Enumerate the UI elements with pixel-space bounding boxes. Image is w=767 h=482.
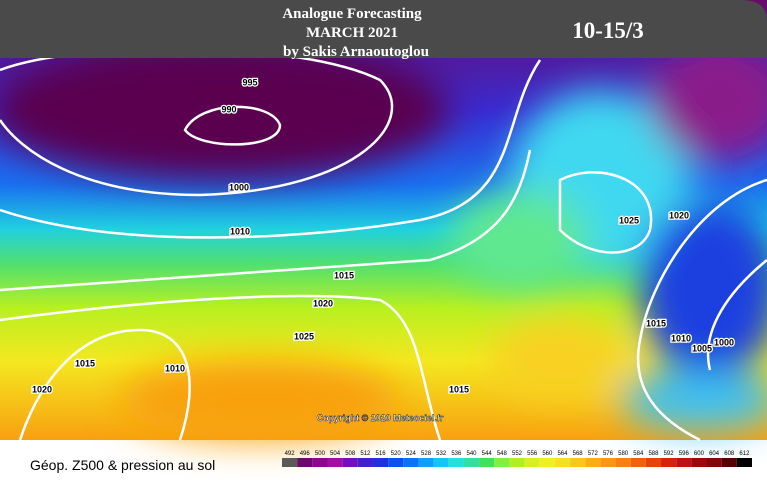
scale-label: 528	[421, 451, 432, 457]
isobar-label: 990	[221, 104, 236, 114]
scale-swatch	[418, 458, 434, 467]
scale-label: 608	[724, 451, 735, 457]
scale-label: 536	[451, 451, 462, 457]
scale-label: 584	[633, 451, 644, 457]
map: 995 990 1000 1010 1015 1020 1025 1015 1010 1020 10…	[0, 0, 767, 442]
scale-swatch	[524, 458, 540, 467]
isobar-label: 1025	[619, 215, 639, 225]
scale-swatch	[372, 458, 389, 467]
scale-swatch	[494, 458, 510, 467]
scale-swatch	[706, 458, 722, 467]
title-line: Analogue Forecasting	[282, 6, 422, 22]
scale-swatch	[297, 458, 313, 467]
scale-label: 548	[497, 451, 508, 457]
scale-swatch	[327, 458, 343, 467]
scale-label: 568	[573, 451, 584, 457]
scale-label: 532	[436, 451, 447, 457]
scale-label: 592	[664, 451, 675, 457]
scale-swatch	[312, 458, 328, 467]
isobar-label: 1025	[294, 331, 314, 341]
scale-label: 504	[330, 451, 341, 457]
scale-swatch	[661, 458, 677, 467]
scale-label: 524	[406, 451, 417, 457]
isobar-label: 1005	[692, 343, 712, 353]
title-line: MARCH 2021	[306, 25, 398, 41]
scale-swatch	[403, 458, 419, 467]
scale-label: 612	[739, 451, 750, 457]
isobar-label: 1010	[230, 226, 250, 236]
scale-swatch	[342, 458, 358, 467]
scale-label: 556	[527, 451, 538, 457]
scale-swatch	[509, 458, 525, 467]
isobar-label: 1010	[671, 333, 691, 343]
isobar-label: 1015	[449, 384, 469, 394]
isobar-label: 1020	[32, 384, 52, 394]
scale-label: 520	[391, 451, 402, 457]
scale-label: 492	[285, 451, 296, 457]
scale-swatch	[585, 458, 601, 467]
scale-label: 500	[315, 451, 326, 457]
isobar-label: 1020	[313, 298, 333, 308]
scale-label: 512	[360, 451, 371, 457]
scale-swatch	[448, 458, 464, 467]
scale-swatch	[676, 458, 692, 467]
title-line: by Sakis Arnaoutoglou	[283, 44, 429, 60]
isobar-label: 1000	[714, 337, 734, 347]
scale-label: 596	[679, 451, 690, 457]
scale-swatch	[630, 458, 646, 467]
period: 10-15/3	[572, 18, 644, 43]
scale-swatch	[539, 458, 555, 467]
scale-swatch	[388, 458, 404, 467]
scale-label: 496	[300, 451, 311, 457]
scale-swatch	[463, 458, 480, 467]
scale-swatch	[645, 458, 662, 467]
header-bar	[0, 0, 767, 58]
scale-swatch	[600, 458, 616, 467]
scale-swatch	[357, 458, 373, 467]
scale-swatch	[736, 458, 752, 467]
isobar-label: 1015	[646, 318, 666, 328]
scale-swatch	[433, 458, 449, 467]
scale-label: 572	[588, 451, 599, 457]
scale-label: 540	[467, 451, 478, 457]
scale-label: 580	[618, 451, 629, 457]
isobar-label: 1015	[75, 358, 95, 368]
legend-title: Géop. Z500 & pression au sol	[30, 457, 215, 473]
scale-label: 552	[512, 451, 523, 457]
scale-label: 560	[542, 451, 553, 457]
copyright: Copyright © 2020 Meteociel.fr	[317, 413, 444, 423]
isobar-label: 1020	[669, 210, 689, 220]
scale-swatch	[570, 458, 586, 467]
isobar-label: 995	[242, 77, 257, 87]
scale-label: 508	[345, 451, 356, 457]
scale-swatch	[721, 458, 737, 467]
scale-swatch	[554, 458, 571, 467]
scale-label: 588	[648, 451, 659, 457]
scale-label: 576	[603, 451, 614, 457]
scale-label: 564	[557, 451, 568, 457]
scale-swatch	[282, 458, 298, 467]
scale-label: 604	[709, 451, 720, 457]
scale-label: 516	[376, 451, 387, 457]
scale-swatch	[615, 458, 631, 467]
scale-label: 544	[482, 451, 493, 457]
scale-swatch	[479, 458, 495, 467]
scale-swatch	[691, 458, 707, 467]
scale-label: 600	[694, 451, 705, 457]
isobar-label: 1010	[165, 363, 185, 373]
isobar-label: 1015	[334, 270, 354, 280]
isobar-label: 1000	[229, 182, 249, 192]
